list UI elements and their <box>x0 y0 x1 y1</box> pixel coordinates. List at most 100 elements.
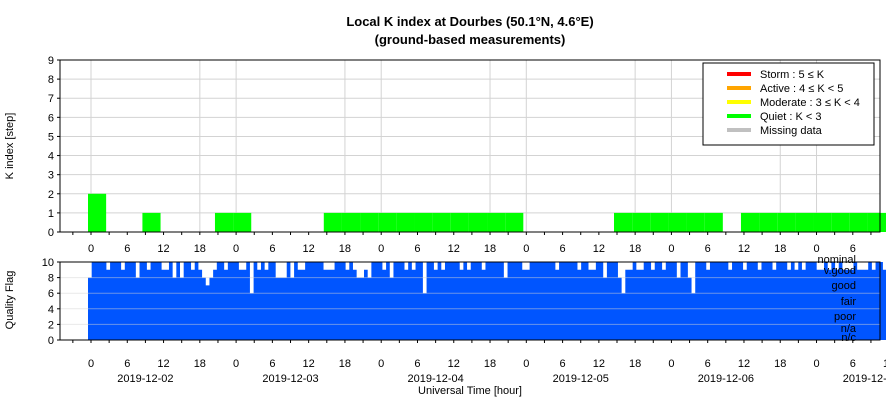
quality-flag-label: n/c <box>841 332 856 344</box>
date-label: 2019-12-04 <box>407 373 463 385</box>
k-bar <box>740 212 760 232</box>
k-bar <box>668 212 687 232</box>
quality-flag-label: poor <box>834 311 856 323</box>
k-hour-label: 12 <box>738 243 750 255</box>
q-hour-label: 18 <box>484 358 496 370</box>
quality-flag-label: n/a <box>841 323 857 335</box>
k-bar <box>142 212 161 232</box>
q-hour-label: 18 <box>339 358 351 370</box>
k-ytick-label: 2 <box>48 189 54 201</box>
k-ytick-label: 1 <box>48 208 54 220</box>
q-hour-label: 6 <box>705 358 711 370</box>
q-hour-label: 18 <box>774 358 786 370</box>
quality-flag-label: fair <box>841 296 857 308</box>
quality-axis-label: Quality Flag <box>4 271 16 330</box>
k-hour-label: 18 <box>629 243 641 255</box>
legend-label: Moderate : 3 ≤ K < 4 <box>760 97 860 109</box>
k-ytick-label: 6 <box>48 112 54 124</box>
k-bar <box>849 212 868 232</box>
k-bar <box>686 212 705 232</box>
q-hour-label: 12 <box>738 358 750 370</box>
k-hour-label: 0 <box>88 243 94 255</box>
date-label: 2019-12-02 <box>117 373 173 385</box>
q-hour-label: 0 <box>668 358 674 370</box>
k-bar <box>867 212 886 232</box>
k-hour-label: 12 <box>157 243 169 255</box>
k-bar <box>795 212 814 232</box>
k-hour-label: 0 <box>813 243 819 255</box>
q-ytick-label: 6 <box>48 288 54 300</box>
k-hour-label: 6 <box>269 243 275 255</box>
q-hour-label: 0 <box>523 358 529 370</box>
k-hour-label: 12 <box>303 243 315 255</box>
q-hour-label: 12 <box>303 358 315 370</box>
k-bar <box>323 212 342 232</box>
date-label: 2019-12-05 <box>553 373 609 385</box>
k-bar <box>88 193 107 232</box>
k-bar <box>468 212 488 232</box>
k-ytick-label: 9 <box>48 55 54 67</box>
k-ytick-label: 3 <box>48 170 54 182</box>
k-bar <box>214 212 234 232</box>
k-bar <box>632 212 651 232</box>
legend-label: Missing data <box>760 125 823 137</box>
k-ytick-label: 8 <box>48 74 54 86</box>
k-ytick-label: 5 <box>48 131 54 143</box>
chart-subtitle: (ground-based measurements) <box>375 32 566 47</box>
k-bar <box>759 212 778 232</box>
date-label: 2019-12-03 <box>262 373 318 385</box>
k-bar <box>360 212 379 232</box>
k-hour-label: 18 <box>194 243 206 255</box>
k-hour-label: 18 <box>774 243 786 255</box>
k-bar <box>450 212 469 232</box>
k-bar <box>341 212 361 232</box>
k-bar <box>487 212 506 232</box>
q-ytick-label: 0 <box>48 335 54 347</box>
k-bar <box>704 212 723 232</box>
k-axis-label: K index [step] <box>4 113 16 180</box>
k-bar <box>650 212 669 232</box>
q-hour-label: 12 <box>883 358 886 370</box>
k-bar <box>831 212 850 232</box>
k-hour-label: 0 <box>233 243 239 255</box>
legend-label: Quiet : K < 3 <box>760 111 821 123</box>
q-hour-label: 6 <box>850 358 856 370</box>
q-plot-frame <box>59 261 881 341</box>
k-hour-label: 6 <box>705 243 711 255</box>
q-hour-label: 18 <box>629 358 641 370</box>
k-bar <box>378 212 397 232</box>
q-hour-label: 12 <box>157 358 169 370</box>
q-hour-label: 0 <box>378 358 384 370</box>
k-hour-label: 12 <box>448 243 460 255</box>
q-hour-label: 0 <box>88 358 94 370</box>
k-bar <box>432 212 451 232</box>
k-hour-label: 6 <box>850 243 856 255</box>
k-hour-label: 6 <box>124 243 130 255</box>
k-bar <box>396 212 415 232</box>
k-bar <box>505 212 524 232</box>
q-hour-label: 18 <box>194 358 206 370</box>
q-hour-label: 6 <box>560 358 566 370</box>
k-bar <box>614 212 633 232</box>
x-axis-label: Universal Time [hour] <box>418 385 522 397</box>
legend-label: Active : 4 ≤ K < 5 <box>760 83 843 95</box>
q-hour-label: 12 <box>593 358 605 370</box>
k-bar <box>233 212 252 232</box>
k-bar <box>813 212 832 232</box>
quality-flag-label: v.good <box>824 265 856 277</box>
k-ytick-label: 7 <box>48 93 54 105</box>
quality-flag-label: nominal <box>817 254 856 266</box>
legend-label: Storm : 5 ≤ K <box>760 69 825 81</box>
chart-title: Local K index at Dourbes (50.1°N, 4.6°E) <box>346 14 593 29</box>
k-hour-label: 0 <box>378 243 384 255</box>
q-ytick-label: 8 <box>48 273 54 285</box>
date-label: 2019-12-07 <box>843 373 886 385</box>
k-hour-label: 0 <box>523 243 529 255</box>
q-hour-label: 6 <box>124 358 130 370</box>
q-hour-label: 12 <box>448 358 460 370</box>
k-ytick-label: 0 <box>48 227 54 239</box>
k-hour-label: 18 <box>484 243 496 255</box>
k-hour-label: 18 <box>339 243 351 255</box>
